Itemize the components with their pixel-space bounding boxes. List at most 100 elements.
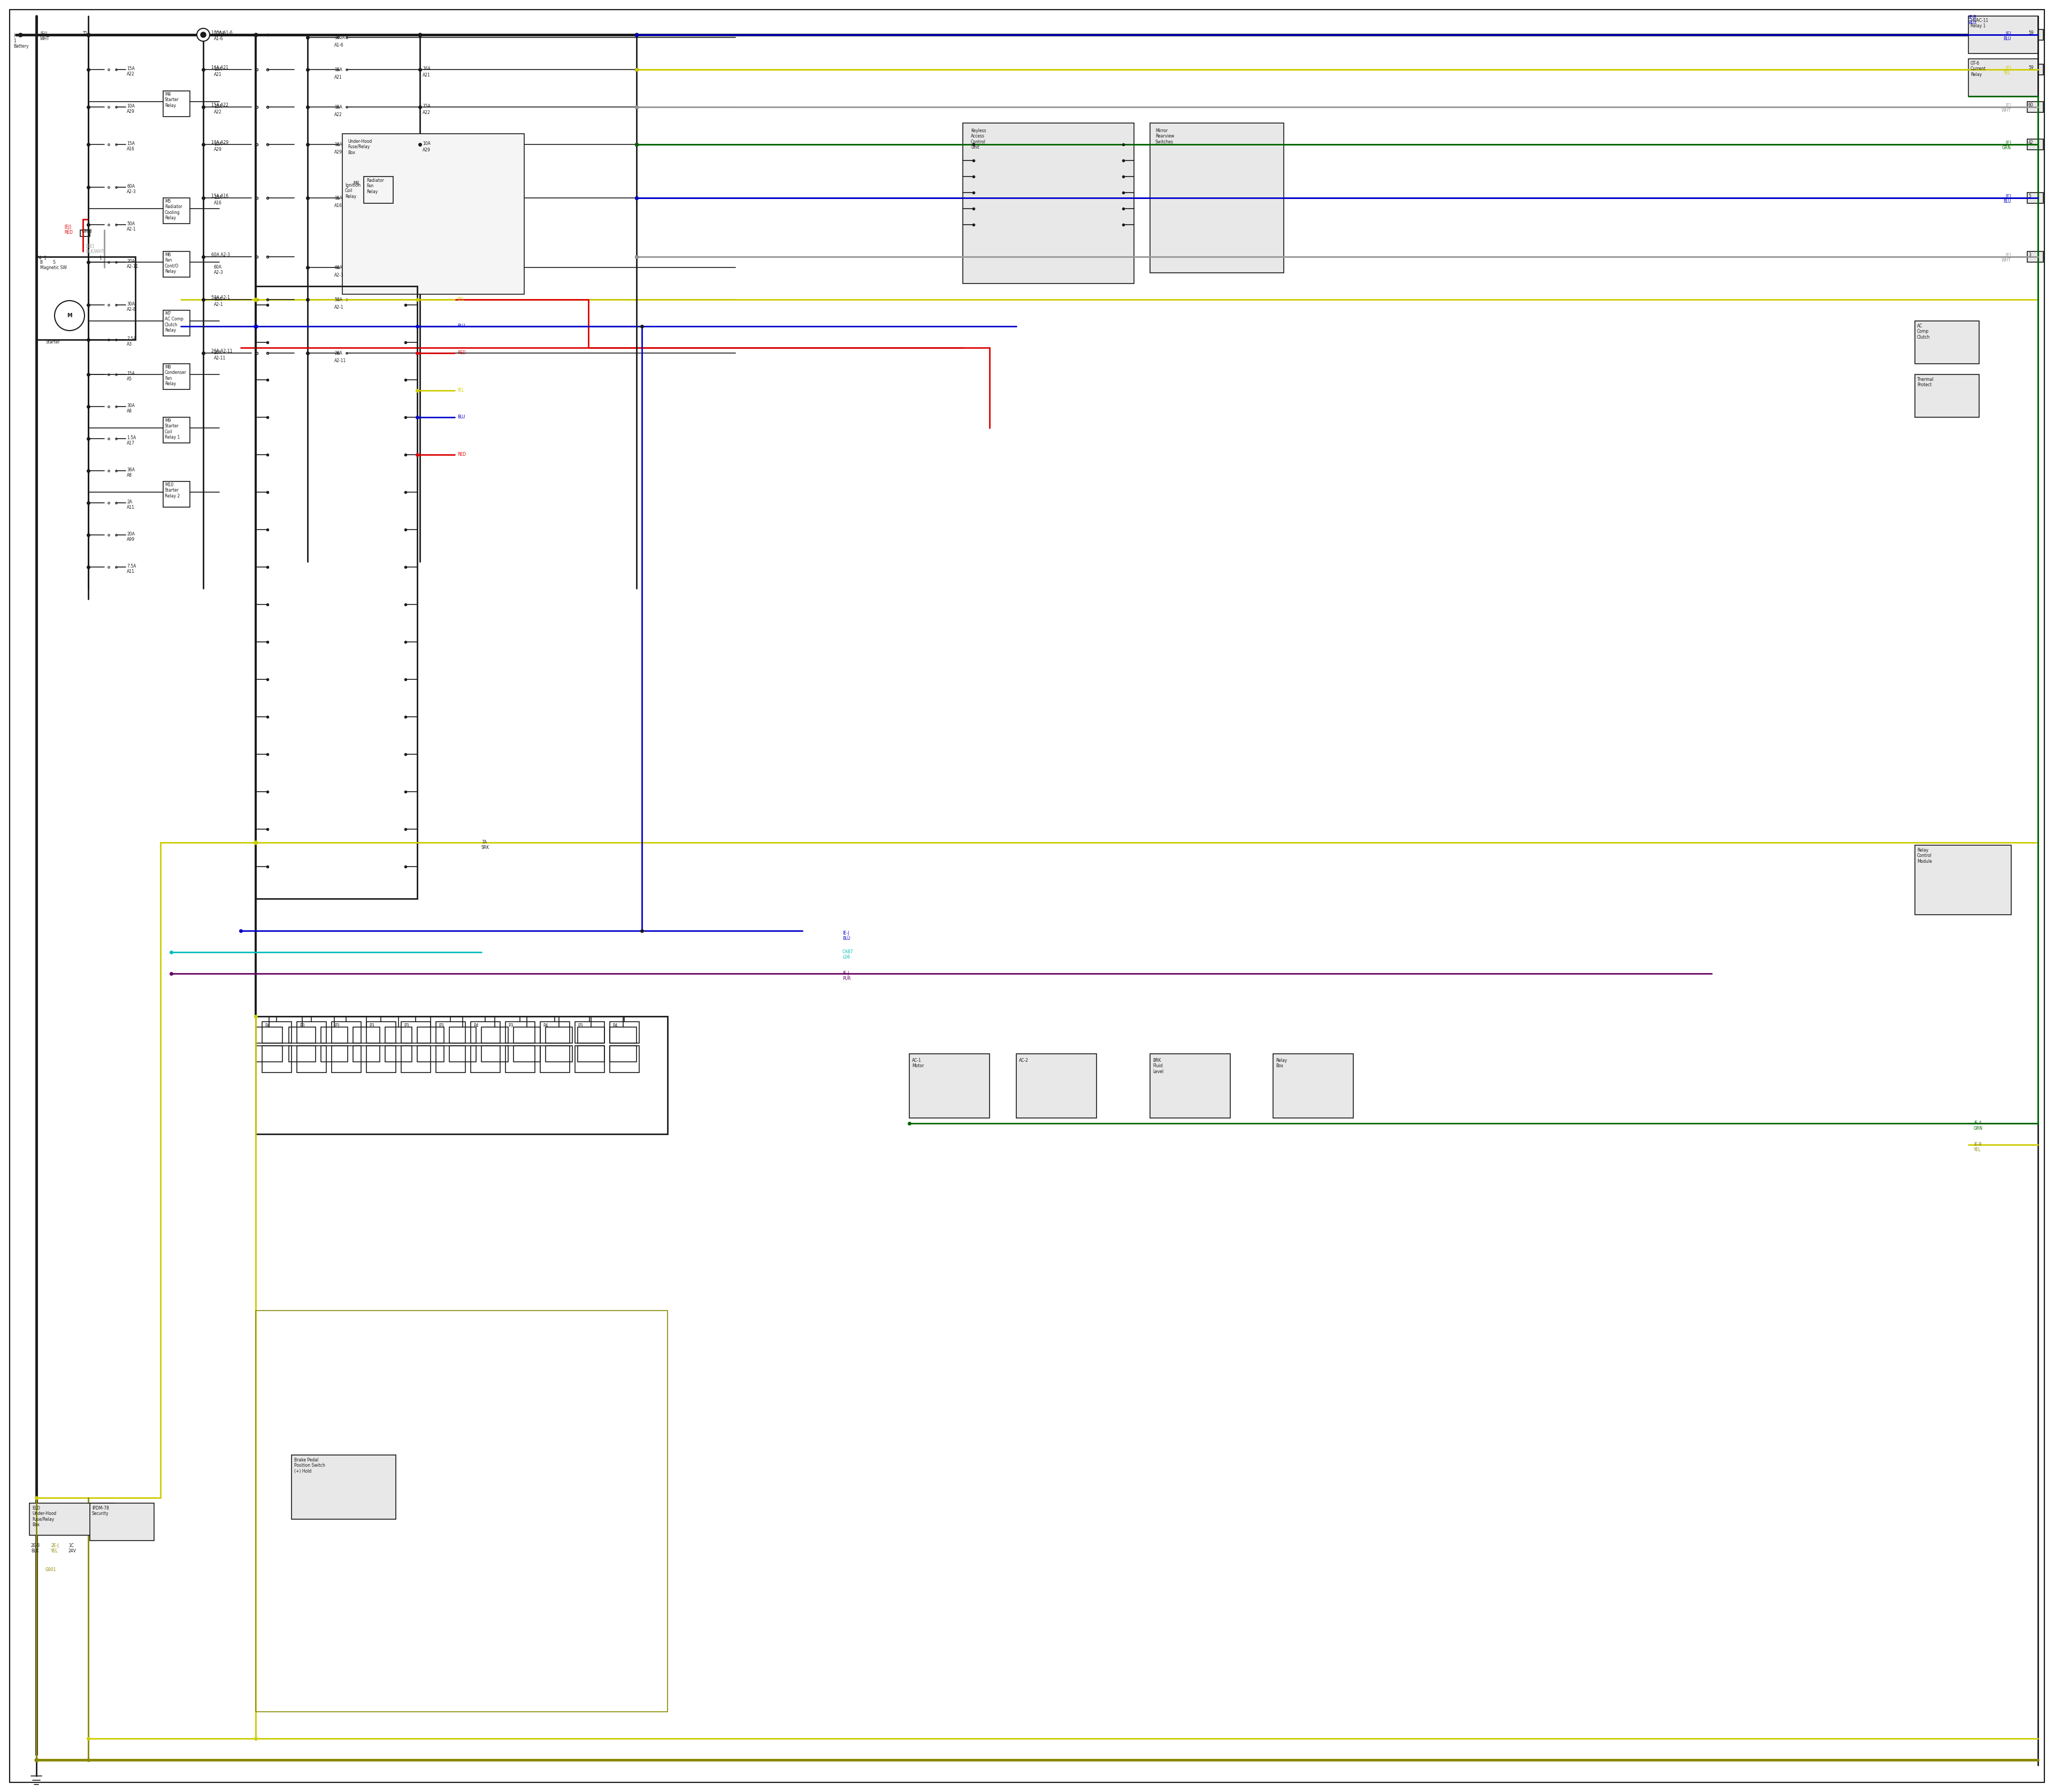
Text: 7.5A
A11: 7.5A A11: [127, 564, 136, 573]
Bar: [255, 1047, 283, 1063]
Text: 15A: 15A: [335, 106, 343, 109]
Bar: [364, 177, 392, 202]
Text: IE-B
BLU: IE-B BLU: [1968, 14, 1976, 25]
Bar: [353, 1047, 380, 1063]
Text: 50A
A2-1: 50A A2-1: [214, 297, 224, 306]
Text: 1.5A
A17: 1.5A A17: [127, 435, 136, 446]
Bar: [610, 1047, 639, 1073]
Text: 20A
A2-11: 20A A2-11: [214, 351, 226, 360]
Text: 10A: 10A: [335, 142, 343, 147]
Text: Keyless
Access
Control
Unit: Keyless Access Control Unit: [972, 129, 986, 151]
Text: 3: 3: [2027, 253, 2031, 258]
Bar: [255, 1016, 668, 1134]
Text: A16: A16: [335, 202, 343, 208]
Text: 15A A22: 15A A22: [212, 102, 228, 108]
Bar: [1150, 124, 1284, 272]
Text: 15A: 15A: [423, 104, 431, 109]
Text: 1C
24V: 1C 24V: [68, 1543, 76, 1554]
Bar: [401, 1021, 431, 1043]
Bar: [505, 1047, 534, 1073]
Bar: [331, 1021, 362, 1043]
Text: 60A A2-3: 60A A2-3: [212, 253, 230, 258]
Bar: [162, 418, 189, 443]
Text: Ignition
Coil
Relay: Ignition Coil Relay: [345, 183, 362, 199]
Text: 2E-J
YEL: 2E-J YEL: [51, 1543, 60, 1554]
Text: M5
Radiator
Cooling
Relay: M5 Radiator Cooling Relay: [164, 199, 183, 220]
Text: Thermal
Protect: Thermal Protect: [1916, 376, 1935, 387]
Text: ELD
Under-Hood
Fuse/Relay
Box: ELD Under-Hood Fuse/Relay Box: [33, 1505, 55, 1527]
Bar: [2027, 29, 2044, 39]
Text: A21: A21: [335, 75, 343, 79]
Text: 15A: 15A: [335, 195, 343, 201]
Text: 10A A29: 10A A29: [212, 140, 228, 145]
Text: Radiator
Fan
Relay: Radiator Fan Relay: [366, 177, 384, 194]
Text: 15A A16: 15A A16: [212, 194, 228, 199]
Bar: [470, 1047, 499, 1073]
Bar: [1968, 59, 2038, 97]
Circle shape: [201, 32, 205, 38]
Bar: [575, 1047, 604, 1073]
Bar: [1273, 1054, 1354, 1118]
Text: AC
Comp
Clutch: AC Comp Clutch: [1916, 324, 1931, 339]
Text: 60A
A2-3: 60A A2-3: [214, 265, 224, 276]
Text: P4: P4: [472, 1023, 479, 1029]
Text: [E]
YEL: [E] YEL: [2005, 65, 2011, 75]
Text: P4: P4: [542, 1023, 548, 1029]
Text: YEL: YEL: [458, 297, 464, 301]
Bar: [577, 1027, 604, 1043]
Text: M8
Condenser
Fan
Relay: M8 Condenser Fan Relay: [164, 366, 187, 387]
Bar: [162, 364, 189, 389]
Text: IPDM-78
Security: IPDM-78 Security: [92, 1505, 109, 1516]
Bar: [162, 91, 189, 116]
Text: P4: P4: [612, 1023, 618, 1029]
Text: 50A A2-1: 50A A2-1: [212, 296, 230, 299]
Text: 100A: 100A: [335, 36, 345, 39]
Text: M10
Starter
Relay 2: M10 Starter Relay 2: [164, 482, 181, 498]
Text: M4: M4: [353, 181, 359, 186]
Text: IE-B
YEL: IE-B YEL: [1974, 1142, 1982, 1152]
Circle shape: [197, 29, 210, 41]
Bar: [910, 1054, 990, 1118]
Text: 59: 59: [2027, 65, 2033, 70]
Text: 16A
A21: 16A A21: [214, 66, 222, 77]
Bar: [1150, 1054, 1230, 1118]
Text: M7
AC Comp
Clutch
Relay: M7 AC Comp Clutch Relay: [164, 312, 183, 333]
Text: Under-Hood
Fuse/Relay
Box: Under-Hood Fuse/Relay Box: [347, 140, 372, 156]
Bar: [366, 1021, 396, 1043]
Bar: [2027, 140, 2044, 151]
Bar: [546, 1027, 573, 1043]
Text: P3: P3: [440, 1023, 444, 1029]
Bar: [290, 1047, 316, 1063]
Bar: [2027, 192, 2044, 202]
Text: 42: 42: [2027, 140, 2033, 145]
Bar: [546, 1047, 573, 1063]
Text: 10A
A29: 10A A29: [127, 104, 136, 115]
Bar: [320, 1047, 347, 1063]
Bar: [80, 229, 90, 237]
Text: M4
Starter
Relay: M4 Starter Relay: [164, 91, 179, 108]
Text: 2A
A11: 2A A11: [127, 500, 136, 511]
Bar: [37, 256, 136, 340]
Bar: [298, 1021, 327, 1043]
Text: 20A: 20A: [335, 351, 343, 357]
Text: P3: P3: [370, 1023, 374, 1029]
Bar: [1914, 321, 1980, 364]
Text: [EE]
BLK/WHT: [EE] BLK/WHT: [86, 244, 105, 254]
Text: 100A A1-6: 100A A1-6: [212, 30, 232, 36]
Text: M9
Starter
Coil
Relay 1: M9 Starter Coil Relay 1: [164, 418, 181, 439]
Bar: [514, 1047, 540, 1063]
Bar: [610, 1027, 637, 1043]
Bar: [162, 482, 189, 507]
Text: 1: 1: [99, 256, 101, 260]
Text: 20A A2-11: 20A A2-11: [212, 349, 232, 353]
Text: 16A: 16A: [423, 66, 431, 72]
Text: B        S: B S: [41, 260, 55, 265]
Text: 60A
A2-3: 60A A2-3: [127, 185, 136, 194]
Bar: [349, 185, 376, 211]
Text: [E]
BLU: [E] BLU: [2003, 30, 2011, 41]
Text: 30A
A2-8: 30A A2-8: [127, 301, 136, 312]
Text: M: M: [68, 314, 72, 319]
Text: AC-2: AC-2: [1019, 1057, 1029, 1063]
Text: P3: P3: [577, 1023, 583, 1029]
Text: (+): (+): [14, 34, 21, 38]
